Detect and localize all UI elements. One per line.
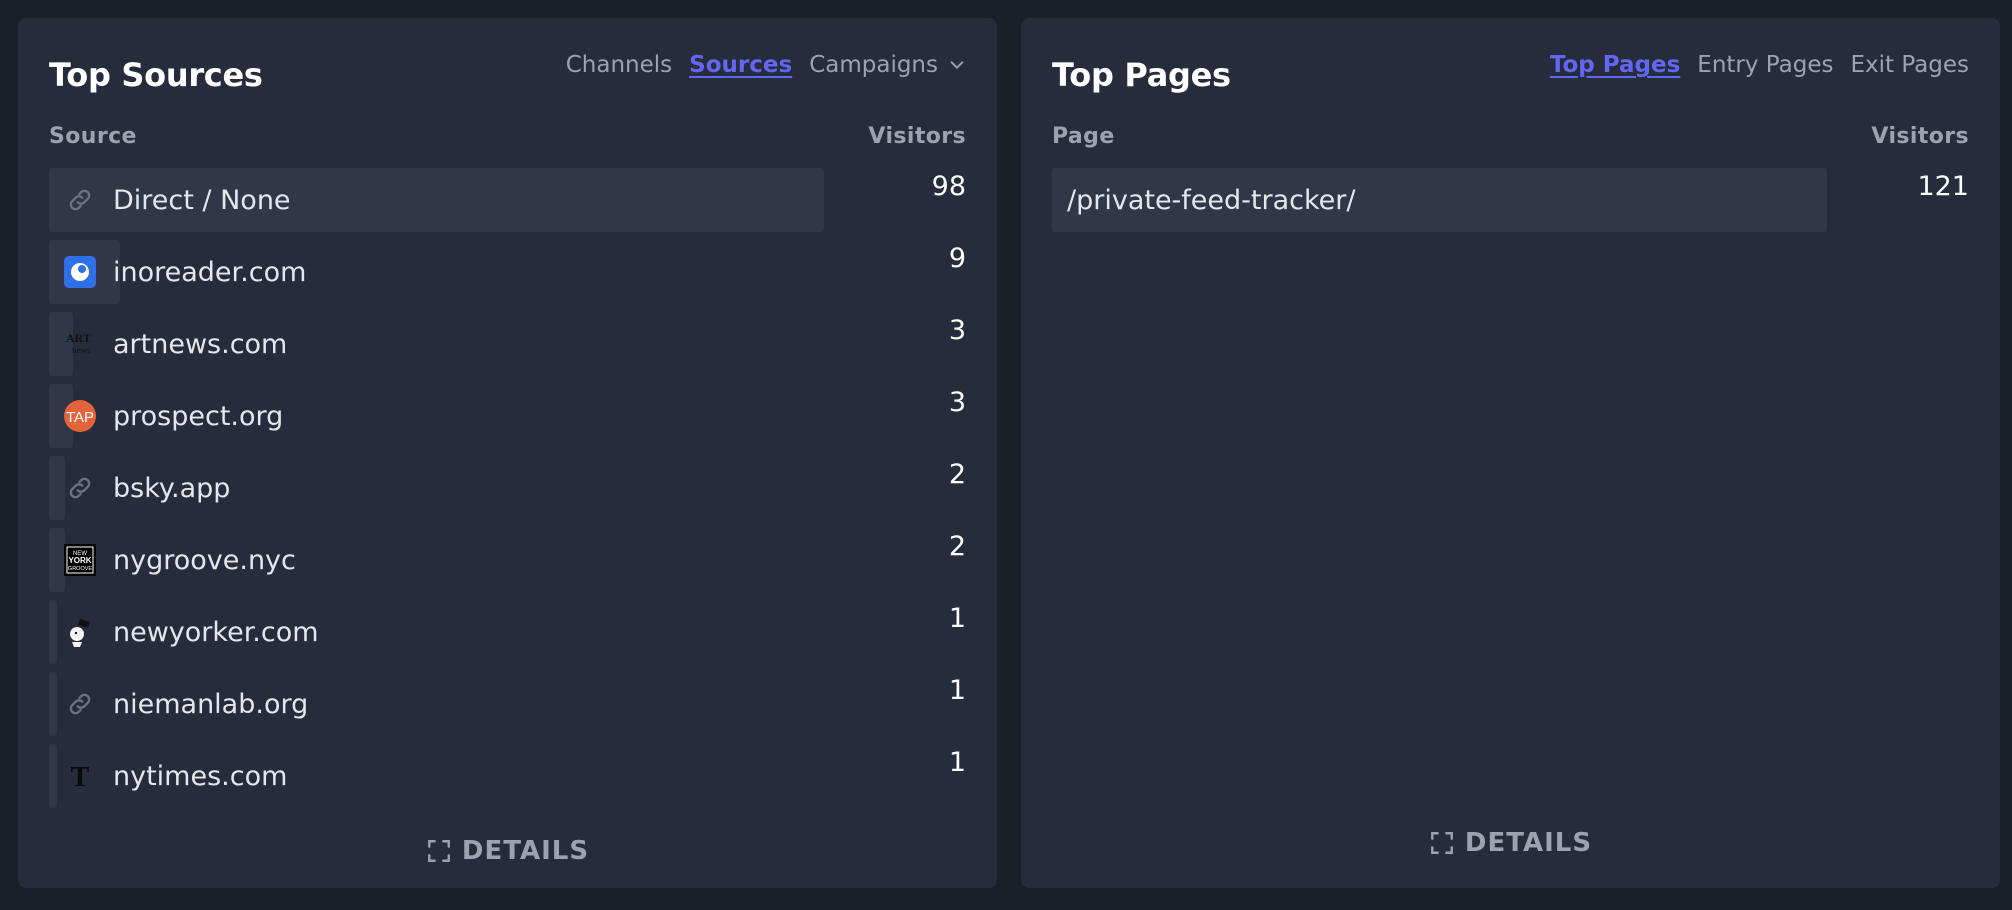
visitors-column-header: Visitors	[1871, 124, 1969, 149]
source-label: nytimes.com	[113, 760, 288, 792]
page-label: /private-feed-tracker/	[1067, 184, 1356, 216]
svg-text:news: news	[72, 345, 91, 355]
page-row[interactable]: /private-feed-tracker/ 121	[1052, 168, 1969, 240]
source-column-header: Source	[49, 124, 137, 149]
source-label: bsky.app	[113, 472, 231, 504]
top-sources-card: Top Sources Channels Sources Campaigns S…	[18, 18, 997, 888]
source-row-inoreader[interactable]: inoreader.com 9	[49, 240, 966, 312]
source-row-nytimes[interactable]: T nytimes.com 1	[49, 744, 966, 816]
sources-tabs: Channels Sources Campaigns	[566, 52, 966, 78]
source-label: Direct / None	[113, 184, 291, 216]
tab-campaigns-label: Campaigns	[809, 52, 938, 78]
sources-list: Direct / None 98 inoreader.com 9 ART news…	[49, 168, 966, 816]
source-label: prospect.org	[113, 400, 284, 432]
prospect-icon: TAP	[64, 400, 96, 432]
svg-text:NEW: NEW	[73, 551, 87, 557]
visitor-count: 1	[948, 675, 966, 706]
visitor-count: 98	[931, 171, 966, 202]
pages-details-button[interactable]: DETAILS	[1021, 828, 2000, 858]
source-row-prospect[interactable]: TAP prospect.org 3	[49, 384, 966, 456]
tab-sources[interactable]: Sources	[689, 52, 793, 78]
link-icon	[64, 184, 96, 216]
inoreader-icon	[64, 256, 96, 288]
source-label: artnews.com	[113, 328, 288, 360]
visitor-bar	[49, 672, 57, 736]
top-pages-title: Top Pages	[1052, 56, 1231, 94]
source-row-artnews[interactable]: ART news artnews.com 3	[49, 312, 966, 384]
svg-text:T: T	[71, 762, 90, 792]
visitor-count: 2	[948, 531, 966, 562]
visitor-bar	[49, 744, 57, 808]
details-label: DETAILS	[461, 836, 590, 866]
tab-entry-pages[interactable]: Entry Pages	[1697, 52, 1834, 78]
details-label: DETAILS	[1464, 828, 1593, 858]
expand-icon	[427, 840, 450, 862]
page-column-header: Page	[1052, 124, 1115, 149]
pages-list: /private-feed-tracker/ 121	[1052, 168, 1969, 240]
expand-icon	[1430, 832, 1453, 854]
sources-details-button[interactable]: DETAILS	[18, 836, 997, 866]
link-icon	[64, 472, 96, 504]
svg-text:ART: ART	[66, 331, 91, 345]
visitor-bar	[49, 456, 65, 520]
visitors-column-header: Visitors	[868, 124, 966, 149]
visitor-bar	[49, 528, 65, 592]
source-label: nygroove.nyc	[113, 544, 296, 576]
top-sources-title: Top Sources	[49, 56, 263, 94]
tab-exit-pages[interactable]: Exit Pages	[1850, 52, 1969, 78]
tab-top-pages[interactable]: Top Pages	[1549, 52, 1681, 78]
source-label: newyorker.com	[113, 616, 319, 648]
visitor-bar	[1052, 168, 1827, 232]
link-icon	[64, 688, 96, 720]
source-row-direct[interactable]: Direct / None 98	[49, 168, 966, 240]
source-row-nygroove[interactable]: NEW YORK GROOVE nygroove.nyc 2	[49, 528, 966, 600]
visitor-count: 3	[948, 387, 966, 418]
source-row-niemanlab[interactable]: niemanlab.org 1	[49, 672, 966, 744]
source-row-newyorker[interactable]: newyorker.com 1	[49, 600, 966, 672]
chevron-down-icon	[950, 61, 964, 69]
visitor-count: 1	[948, 747, 966, 778]
visitor-count: 1	[948, 603, 966, 634]
source-label: niemanlab.org	[113, 688, 309, 720]
svg-text:GROOVE: GROOVE	[68, 566, 92, 572]
source-row-bsky[interactable]: bsky.app 2	[49, 456, 966, 528]
top-pages-card: Top Pages Top Pages Entry Pages Exit Pag…	[1021, 18, 2000, 888]
visitor-count: 2	[948, 459, 966, 490]
visitor-bar	[49, 312, 73, 376]
visitor-bar	[49, 600, 57, 664]
visitor-count: 3	[948, 315, 966, 346]
nytimes-icon: T	[64, 760, 96, 792]
visitor-bar	[49, 168, 824, 232]
source-label: inoreader.com	[113, 256, 307, 288]
svg-text:TAP: TAP	[66, 409, 94, 426]
nygroove-icon: NEW YORK GROOVE	[64, 544, 96, 576]
visitor-count: 121	[1917, 171, 1969, 202]
tab-channels[interactable]: Channels	[565, 52, 673, 78]
artnews-icon: ART news	[64, 328, 96, 360]
svg-text:YORK: YORK	[68, 556, 91, 565]
tab-campaigns[interactable]: Campaigns	[809, 52, 966, 78]
visitor-count: 9	[948, 243, 966, 274]
pages-tabs: Top Pages Entry Pages Exit Pages	[1550, 52, 1969, 78]
newyorker-icon	[64, 616, 96, 648]
